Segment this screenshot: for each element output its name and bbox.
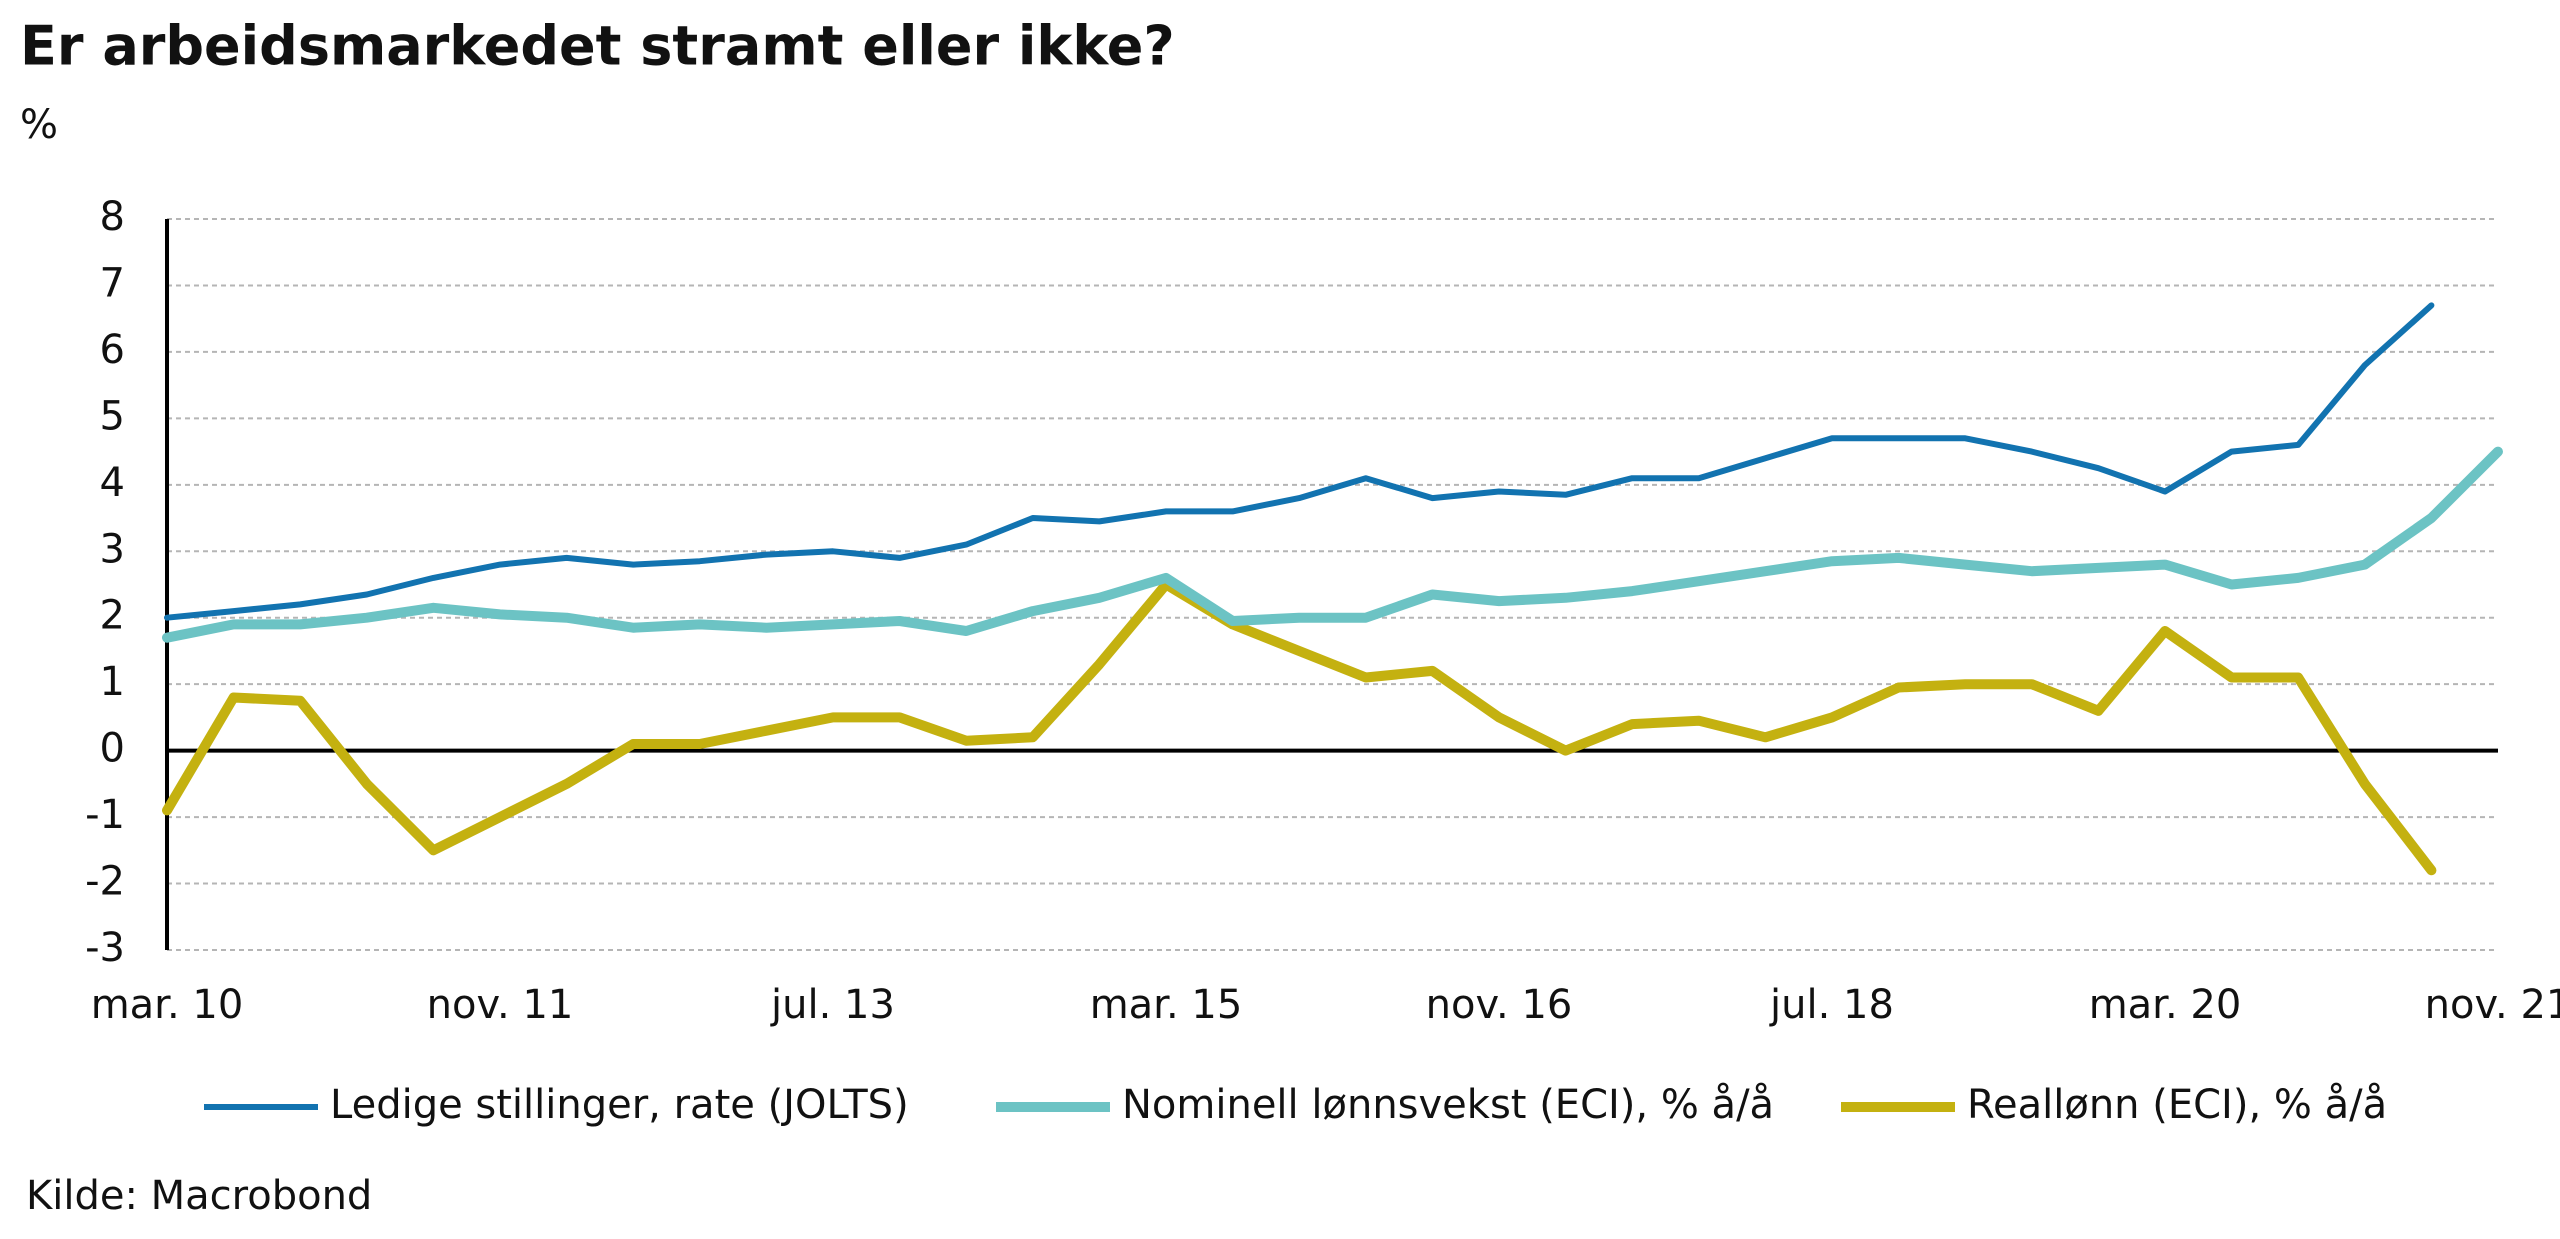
x-tick-label: nov. 16 — [1426, 982, 1573, 1028]
x-tick-label: mar. 15 — [1090, 982, 1243, 1028]
y-tick-label: 5 — [100, 393, 125, 439]
y-tick-label: -3 — [85, 925, 125, 971]
chart-title: Er arbeidsmarkedet stramt eller ikke? — [20, 15, 1175, 78]
y-tick-label: 0 — [100, 726, 125, 772]
source: Kilde: Macrobond — [26, 1173, 372, 1219]
legend-label: Ledige stillinger, rate (JOLTS) — [330, 1082, 909, 1128]
y-tick-label: 2 — [100, 593, 125, 639]
y-tick-label: 1 — [100, 659, 125, 705]
x-tick-label: nov. 11 — [427, 982, 574, 1028]
x-tick-label: mar. 10 — [91, 982, 244, 1028]
legend-label: Reallønn (ECI), % å/å — [1967, 1082, 2387, 1128]
series-line — [164, 302, 2435, 621]
y-tick-label: 4 — [100, 460, 125, 506]
y-tick-label: -2 — [85, 859, 125, 905]
x-tick-label: mar. 20 — [2089, 982, 2242, 1028]
x-tick-label: nov. 21 — [2425, 982, 2560, 1028]
series-line — [162, 579, 2437, 876]
x-tick-label: jul. 18 — [1769, 982, 1894, 1028]
y-tick-label: 7 — [100, 260, 125, 306]
y-axis-label: % — [20, 102, 58, 148]
y-tick-label: 8 — [100, 194, 125, 240]
legend-label: Nominell lønnsvekst (ECI), % å/å — [1122, 1082, 1774, 1128]
y-tick-label: 3 — [100, 526, 125, 572]
x-tick-label: jul. 13 — [770, 982, 895, 1028]
y-tick-label: 6 — [100, 327, 125, 373]
y-tick-label: -1 — [85, 792, 125, 838]
series-line — [162, 446, 2503, 643]
